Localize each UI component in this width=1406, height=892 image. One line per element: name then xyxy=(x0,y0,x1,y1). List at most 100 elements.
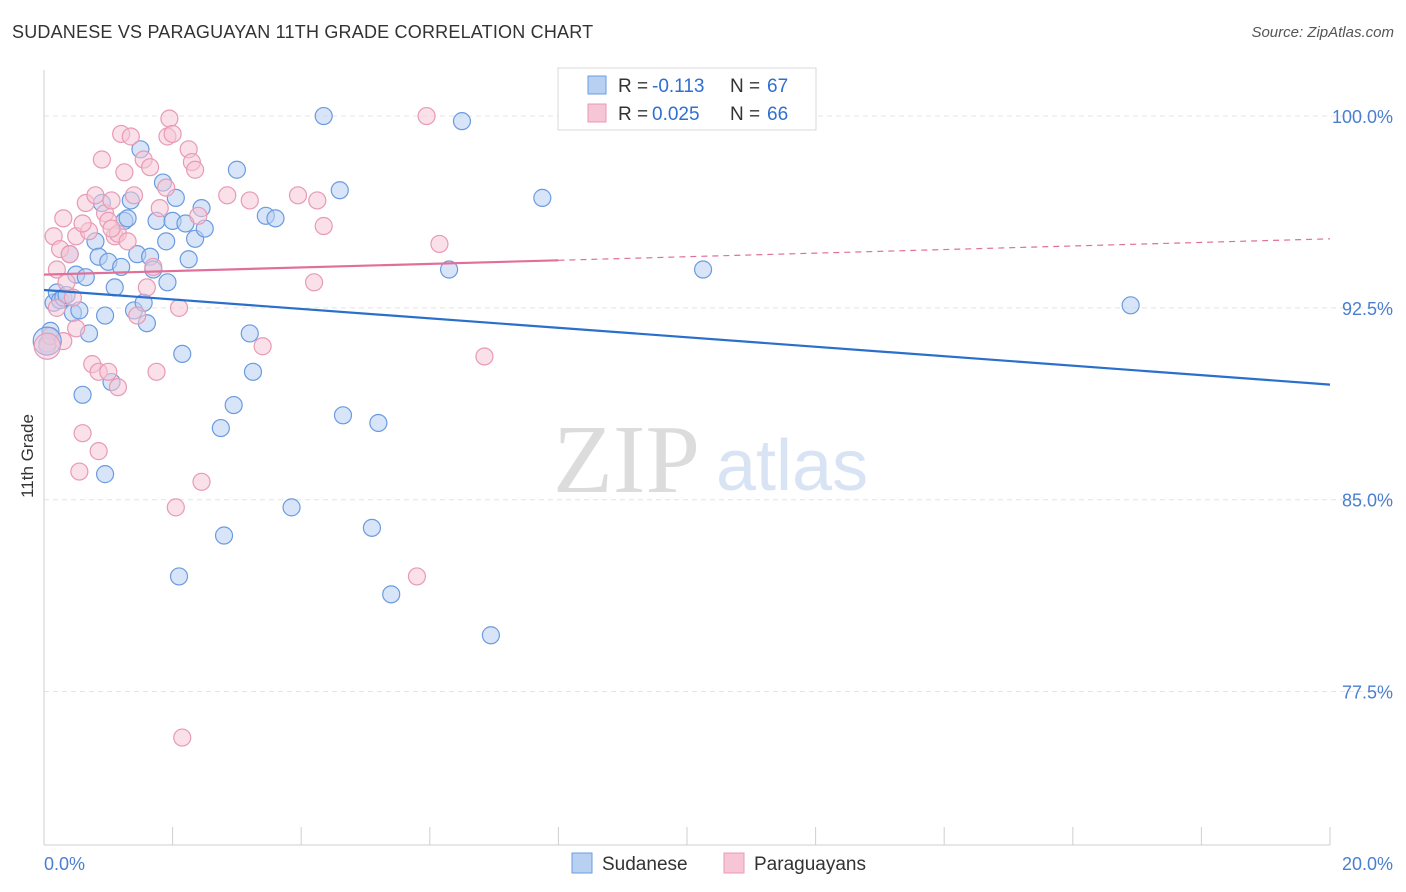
legend-box: R = -0.113 N = 67 R = 0.025 N = 66 xyxy=(557,67,817,131)
ticks-layer: 77.5% 85.0% 92.5% 100.0% 0.0% 20.0% xyxy=(44,107,1393,874)
sudanese-point xyxy=(369,413,388,433)
y-tick-label: 85.0% xyxy=(1342,491,1393,511)
legend-n-value-1: 67 xyxy=(767,76,788,97)
x-tick-label: 0.0% xyxy=(44,854,85,874)
paraguayans-point xyxy=(47,298,66,317)
paraguayans-point xyxy=(73,424,92,443)
sudanese-point xyxy=(693,260,713,279)
sudanese-point xyxy=(179,250,198,269)
paraguayans-point xyxy=(102,191,121,210)
sudanese-point xyxy=(173,344,192,364)
watermark-zip: ZIP xyxy=(553,406,700,514)
sudanese-trend-line xyxy=(43,288,1331,386)
y-tick-label: 100.0% xyxy=(1332,107,1393,127)
sudanese-point xyxy=(1121,296,1140,315)
legend-swatch-sudanese xyxy=(587,75,607,95)
x-tick-label: 20.0% xyxy=(1342,854,1393,874)
sudanese-point xyxy=(266,209,285,228)
sudanese-point xyxy=(227,160,246,179)
paraguayans-point xyxy=(92,150,111,169)
chart-title: SUDANESE VS PARAGUAYAN 11TH GRADE CORREL… xyxy=(12,22,594,42)
points-layer xyxy=(32,106,1140,747)
trend-layer xyxy=(43,238,1331,386)
sudanese-point xyxy=(243,362,263,381)
paraguayans-point xyxy=(150,199,169,218)
sudanese-point xyxy=(105,278,124,297)
paraguayans-point xyxy=(218,186,237,205)
legend-r-label-2: R = xyxy=(618,104,648,125)
paraguayans-point xyxy=(121,127,140,146)
bottom-legend-label-sudanese: Sudanese xyxy=(602,854,688,875)
sudanese-point xyxy=(481,626,500,645)
paraguayans-point xyxy=(57,273,76,292)
paraguayans-point xyxy=(128,306,147,325)
paraguayans-point xyxy=(67,319,86,338)
sudanese-point xyxy=(330,181,349,200)
paraguayans-point xyxy=(163,124,182,144)
paraguayans-point xyxy=(308,191,327,210)
sudanese-point xyxy=(118,209,137,228)
legend-r-value-1: -0.113 xyxy=(652,76,704,97)
sudanese-point xyxy=(73,385,92,404)
sudanese-point xyxy=(240,324,259,343)
paraguayans-point xyxy=(70,462,89,481)
paraguayans-point xyxy=(160,109,179,128)
y-tick-label: 77.5% xyxy=(1342,683,1393,703)
sudanese-point xyxy=(211,418,230,438)
sudanese-point xyxy=(282,498,301,517)
sudanese-point xyxy=(314,106,333,126)
y-tick-label: 92.5% xyxy=(1342,299,1393,319)
paraguayans-point xyxy=(253,337,272,356)
paraguayans-point xyxy=(137,278,156,297)
bottom-legend: Sudanese Paraguayans xyxy=(571,852,866,875)
watermark-atlas: atlas xyxy=(716,426,868,506)
paraguayans-point xyxy=(169,298,189,317)
sudanese-point xyxy=(169,567,189,586)
paraguayans-point xyxy=(240,191,259,210)
sudanese-point xyxy=(439,260,459,279)
sudanese-point xyxy=(452,112,472,131)
paraguayans-point xyxy=(144,257,163,277)
paraguayans-point xyxy=(73,214,92,233)
paraguayans-point xyxy=(157,178,176,197)
paraguayans-trend-line xyxy=(43,259,559,276)
legend-r-label-1: R = xyxy=(618,76,648,97)
paraguayans-point xyxy=(417,106,436,126)
sudanese-point xyxy=(95,306,115,325)
bottom-legend-swatch-paraguayans xyxy=(723,852,745,874)
sudanese-point xyxy=(214,526,234,545)
paraguayans-point xyxy=(118,232,137,251)
paraguayans-point xyxy=(173,728,192,747)
paraguayans-point xyxy=(60,245,79,264)
paraguayans-point xyxy=(99,362,118,381)
sudanese-point xyxy=(224,395,243,415)
paraguayans-point xyxy=(140,158,160,177)
paraguayans-point xyxy=(314,216,333,236)
sudanese-point xyxy=(533,188,552,207)
paraguayans-trend-line-extension xyxy=(558,238,1331,261)
paraguayans-point xyxy=(147,362,166,381)
paraguayans-point xyxy=(186,160,205,179)
watermark: ZIP atlas xyxy=(553,406,868,514)
bottom-legend-label-paraguayans: Paraguayans xyxy=(754,854,866,875)
paraguayans-point xyxy=(288,186,308,205)
paraguayans-point xyxy=(108,378,128,397)
sudanese-point xyxy=(157,232,176,251)
axes-layer xyxy=(43,70,1331,846)
paraguayans-point xyxy=(304,273,324,292)
paraguayans-point xyxy=(33,332,61,360)
bottom-legend-swatch-sudanese xyxy=(571,852,593,874)
paraguayans-point xyxy=(124,186,144,205)
legend-n-label-1: N = xyxy=(730,76,760,97)
sudanese-point xyxy=(158,273,177,292)
paraguayans-point xyxy=(54,209,73,228)
paraguayans-point xyxy=(89,442,108,461)
paraguayans-point xyxy=(430,234,449,254)
paraguayans-point xyxy=(115,163,134,182)
legend-n-label-2: N = xyxy=(730,104,760,125)
legend-r-value-2: 0.025 xyxy=(652,104,700,125)
sudanese-point xyxy=(95,465,115,484)
paraguayans-point xyxy=(407,567,427,586)
sudanese-point xyxy=(362,518,382,537)
